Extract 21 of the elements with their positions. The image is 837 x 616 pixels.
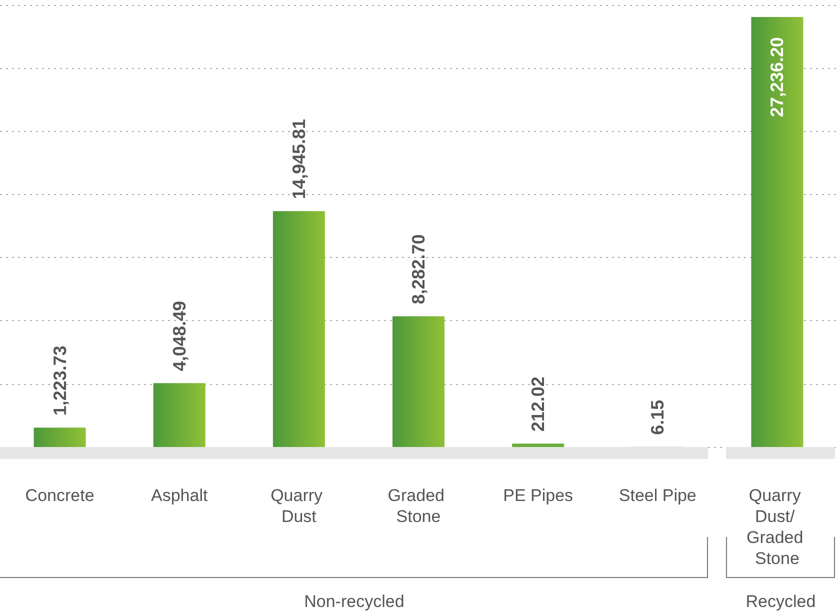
bar [512,444,564,447]
data-label: 212.02 [528,376,548,432]
data-label: 14,945.81 [288,118,309,200]
data-label: 8,282.70 [408,234,428,304]
data-label: 27,236.20 [767,37,788,118]
x-tick-label: Quarry Dust/ Graded Stone [746,486,808,568]
bar [392,316,444,447]
bar [153,383,206,447]
text: Non-recycled [303,591,406,613]
x-tick-label: Graded Stone [388,486,450,526]
bar [34,428,86,447]
x-tick-label: Quarry Dust [270,486,328,526]
data-label: 6.15 [648,400,668,435]
x-tick-label: Steel Pipe [618,486,696,505]
x-tick-label: Asphalt [151,486,208,505]
text: Recycled [744,591,817,613]
x-tick-label: PE Pipes [503,486,574,505]
x-tick-label: Concrete [25,486,94,505]
data-label: 4,048.49 [169,301,190,372]
data-label: 1,223.73 [50,346,70,416]
bar [272,211,325,447]
